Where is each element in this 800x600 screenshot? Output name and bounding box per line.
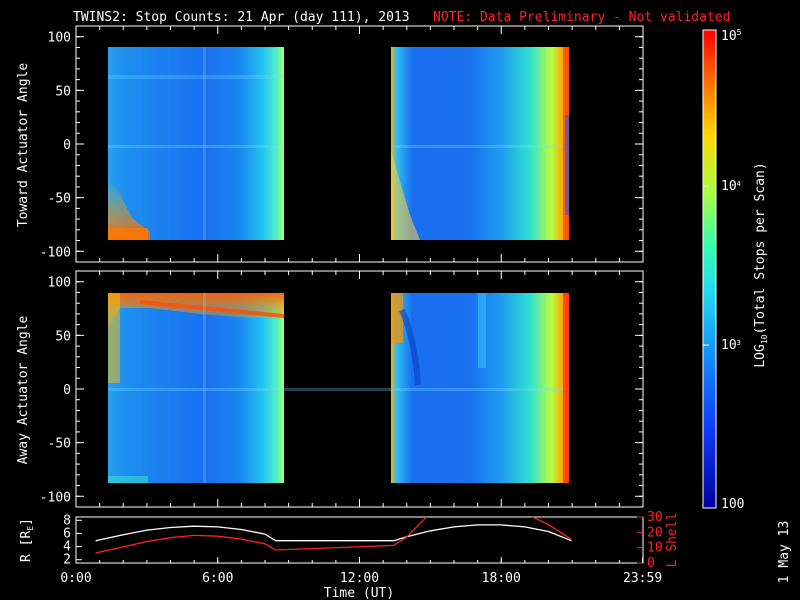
r-axis-label: R [RE] — [19, 518, 35, 562]
heatmap-away — [108, 293, 569, 483]
heatmap-feature — [108, 388, 569, 391]
heatmap-feature — [108, 476, 148, 483]
y-tick-label: -100 — [40, 245, 71, 260]
colorbar-tick-label: 100 — [721, 497, 744, 512]
r-tick-label: 2 — [63, 553, 71, 568]
ticks-layer: 100500-50-100100500-50-100246801020300:0… — [40, 26, 663, 586]
colorbar: 105 104 103 100 LOG10(Total Stops per Sc… — [702, 28, 769, 512]
lines-layer — [95, 517, 572, 554]
y-tick-label: 100 — [48, 276, 71, 291]
y-tick-label: 50 — [55, 329, 71, 344]
heatmap-feature — [108, 293, 120, 383]
r-tick-label: 6 — [63, 526, 71, 541]
y-tick-label: 100 — [48, 31, 71, 46]
heatmap-feature — [108, 180, 150, 240]
lshell-tick-label: 0 — [647, 556, 655, 571]
y-tick-label: 0 — [63, 138, 71, 153]
colorbar-tick-label: 104 — [721, 179, 741, 194]
heatmap-block — [391, 47, 569, 240]
y-tick-label: 50 — [55, 84, 71, 99]
colorbar-gradient — [702, 29, 717, 509]
heatmap-feature — [563, 293, 569, 483]
lshell-tick-label: 10 — [647, 541, 663, 556]
line-panel — [75, 516, 644, 564]
heatmap-feature — [565, 115, 569, 215]
heatmap-feature — [391, 150, 420, 240]
x-tick-label: 0:00 — [60, 571, 91, 586]
heatmap-feature — [108, 145, 284, 148]
r-tick-label: 8 — [63, 513, 71, 528]
lshell-line — [95, 517, 572, 554]
heatmap-block — [108, 47, 284, 240]
chart-title: TWINS2: Stop Counts: 21 Apr (day 111), 2… — [73, 10, 410, 25]
x-tick-label: 23:59 — [623, 571, 662, 586]
heatmap-feature — [108, 75, 284, 79]
x-tick-label: 12:00 — [340, 571, 379, 586]
x-axis-label: Time (UT) — [324, 586, 394, 600]
colorbar-tick-label: 105 — [721, 28, 742, 44]
axes-frame — [75, 516, 644, 564]
y-tick-label: 0 — [63, 383, 71, 398]
lshell-tick-label: 20 — [647, 525, 663, 540]
r-tick-label: 4 — [63, 540, 71, 555]
heatmap-feature — [203, 47, 206, 240]
heatmap-toward — [108, 47, 569, 240]
preliminary-note: NOTE: Data Preliminary - Not validated — [433, 10, 730, 25]
colorbar-tick-label: 103 — [721, 338, 741, 353]
heatmap-feature — [391, 145, 569, 148]
heatmap-feature — [391, 293, 403, 343]
x-tick-label: 18:00 — [482, 571, 521, 586]
y-tick-label: -50 — [48, 437, 71, 452]
y-tick-label: -50 — [48, 192, 71, 207]
heatmap-feature — [399, 308, 421, 386]
heatmap-block — [108, 293, 284, 483]
colorbar-label: LOG10(Total Stops per Scan) — [753, 162, 769, 367]
r-distance-line — [95, 524, 572, 542]
date-stamp: 1 May 13 — [777, 521, 792, 584]
heatmap-feature — [203, 293, 206, 483]
y-axis-label-away: Away Actuator Angle — [16, 315, 31, 464]
heatmap-feature — [108, 228, 148, 240]
y-tick-label: -100 — [40, 490, 71, 505]
lshell-axis-label: L Shell — [665, 513, 680, 568]
heatmap-feature — [478, 293, 486, 368]
heatmap-feature — [139, 300, 285, 318]
x-tick-label: 6:00 — [202, 571, 233, 586]
lshell-tick-label: 30 — [647, 510, 663, 525]
y-axis-label-toward: Toward Actuator Angle — [16, 63, 31, 228]
